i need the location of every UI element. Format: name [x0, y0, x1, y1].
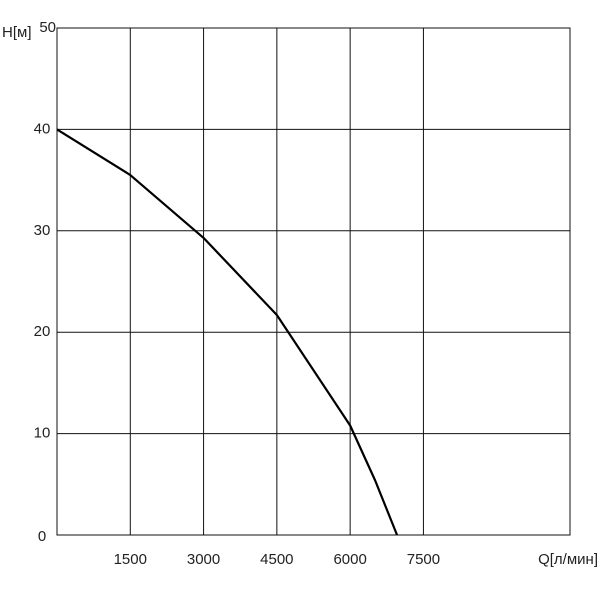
x-tick-label: 6000 — [333, 551, 366, 568]
x-tick-label: 7500 — [407, 551, 440, 568]
y-tick-label: 30 — [34, 222, 51, 239]
x-tick-label: 3000 — [187, 551, 220, 568]
y-tick-label: 50 — [39, 19, 56, 36]
y-tick-label: 0 — [38, 528, 46, 545]
x-tick-label: 1500 — [114, 551, 147, 568]
x-tick-label: 4500 — [260, 551, 293, 568]
y-tick-label: 10 — [34, 425, 51, 442]
y-tick-label: 20 — [34, 323, 51, 340]
y-axis-label: H[м] — [2, 24, 31, 41]
y-tick-label: 40 — [34, 120, 51, 137]
curve — [56, 128, 399, 536]
plot-frame — [56, 27, 571, 536]
x-axis-label: Q[л/мин] — [538, 551, 598, 568]
